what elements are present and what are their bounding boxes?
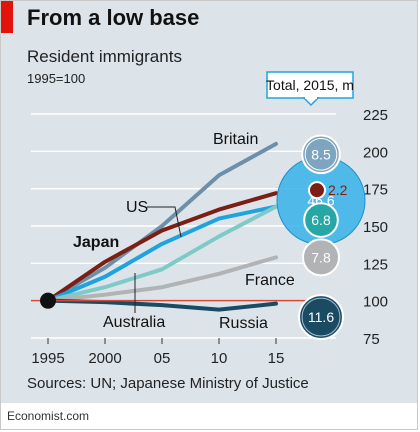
series-label-britain: Britain [213, 131, 258, 148]
series-label-france: France [245, 272, 295, 289]
x-tick-label-2000: 2000 [88, 350, 121, 367]
y-tick-label-100: 100 [363, 294, 388, 311]
bubble-label-britain: 8.5 [311, 146, 331, 162]
brand-red-tab [1, 1, 13, 33]
y-tick-label-175: 175 [363, 182, 388, 199]
bubble-france [301, 238, 341, 277]
bubble-ring-russia [301, 297, 341, 337]
index-note: 1995=100 [27, 71, 86, 86]
series-label-japan: Japan [73, 234, 119, 251]
bubble-label-france: 7.8 [311, 249, 331, 265]
bubble-label-japan: 2.2 [328, 182, 348, 198]
series-line-us [46, 204, 278, 303]
bubble-ring-britain [304, 138, 338, 171]
series-line-france [46, 255, 278, 303]
bubble-legend-pointer-mask [305, 96, 317, 99]
bubble-japan [308, 181, 326, 200]
y-tick-label-150: 150 [363, 219, 388, 236]
x-tick-label-2015: 15 [268, 350, 285, 367]
y-tick-label-75: 75 [363, 331, 380, 348]
start-point-dot [40, 292, 56, 309]
x-tick-label-2005: 05 [154, 350, 171, 367]
source-note: Sources: UN; Japanese Ministry of Justic… [27, 375, 309, 392]
bubble-legend-pointer [302, 97, 320, 107]
chart-subtitle: Resident immigrants [27, 47, 182, 66]
x-tick-label-1995: 1995 [31, 350, 64, 367]
series-line-japan [46, 191, 278, 303]
bubble-label-australia: 6.8 [311, 212, 331, 228]
series-label-us: US [126, 199, 148, 216]
bubble-legend-box [266, 71, 354, 99]
y-tick-label-225: 225 [363, 107, 388, 124]
series-line-russia [46, 298, 278, 312]
publisher-credit: Economist.com [7, 409, 90, 423]
bubble-britain [301, 134, 341, 175]
series-line-australia [46, 204, 278, 303]
footer-bar: Economist.com [1, 403, 417, 429]
bubble-australia [303, 202, 339, 238]
x-tick-label-2010: 10 [211, 350, 228, 367]
bubble-label-russia: 11.6 [308, 309, 334, 325]
y-tick-label-125: 125 [363, 256, 388, 273]
line-chart: 75 100 125 150 175 200 225 1995 2000 05 10 15 Britai… [31, 71, 388, 367]
chart-title: From a low base [27, 5, 200, 30]
leader-line-us [147, 206, 182, 238]
bubble-russia [298, 294, 344, 341]
y-tick-label-200: 200 [363, 144, 388, 161]
series-line-britain [46, 141, 278, 303]
series-label-australia: Australia [103, 314, 165, 331]
series-label-russia: Russia [219, 315, 268, 332]
bubble-legend-title: Total, 2015, m [266, 77, 354, 93]
